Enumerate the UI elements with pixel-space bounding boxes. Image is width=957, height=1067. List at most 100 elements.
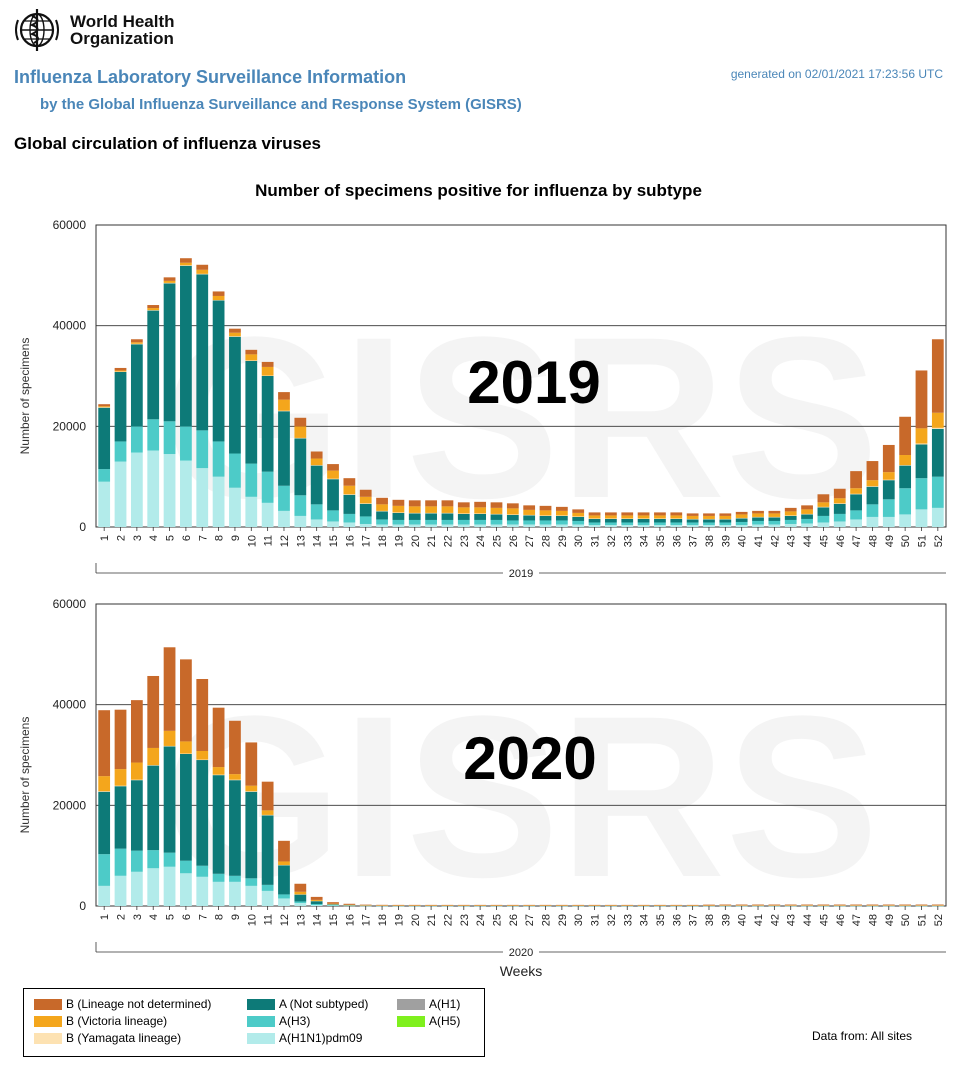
bar-segment-b-victoria	[474, 507, 487, 514]
bar-segment-b-yamagata	[114, 785, 127, 787]
bar-segment-b-not-determined	[392, 904, 405, 906]
bar-segment-a-h3	[180, 860, 192, 874]
bar-segment-b-victoria	[866, 480, 879, 487]
legend-swatch	[34, 1015, 62, 1027]
bar-segment-b-victoria	[261, 366, 274, 376]
bar-segment-a-h1n1pdm09	[555, 524, 568, 527]
bar-segment-a-h3	[654, 522, 666, 525]
bar-segment-b-victoria	[817, 502, 830, 507]
bar-segment-b-not-determined	[882, 904, 895, 906]
year-overlay-label: 2020	[463, 725, 596, 792]
bar-segment-a-not-subtyped	[441, 513, 454, 520]
x-tick-label: 40	[737, 914, 749, 926]
bar-segment-b-not-determined	[882, 444, 895, 473]
bar-segment-b-victoria	[719, 515, 732, 519]
data-source-note: Data from: All sites	[812, 1029, 913, 1043]
bar-segment-b-victoria	[343, 485, 356, 495]
bar-segment-b-victoria	[621, 515, 634, 519]
bar-segment-b-not-determined	[850, 904, 862, 906]
legend-label: B (Victoria lineage)	[66, 1014, 168, 1028]
x-tick-label: 7	[197, 914, 209, 920]
bar-segment-a-not-subtyped	[621, 518, 634, 523]
x-tick-label: 11	[263, 914, 275, 925]
bar-segment-b-victoria	[670, 515, 683, 519]
bar-segment-b-victoria	[555, 510, 568, 516]
bar-segment-a-h1n1pdm09	[114, 875, 127, 906]
bar-segment-b-not-determined	[670, 904, 683, 906]
bar-segment-b-yamagata	[98, 407, 111, 408]
bar-segment-b-not-determined	[654, 904, 666, 906]
bar-segment-b-yamagata	[261, 375, 274, 376]
bar-segment-a-not-subtyped	[784, 515, 797, 520]
bar-segment-a-h3	[278, 485, 290, 511]
bar-segment-a-h1n1pdm09	[686, 524, 699, 527]
bar-segment-a-h1n1pdm09	[654, 524, 666, 527]
bar-segment-a-h1n1pdm09	[229, 881, 241, 906]
x-tick-label: 2	[116, 535, 128, 541]
bar-segment-a-h3	[130, 850, 143, 872]
bar-segment-b-not-determined	[670, 512, 683, 516]
x-tick-label: 16	[344, 535, 356, 547]
bar-segment-a-not-subtyped	[866, 486, 879, 505]
bar-segment-a-h1n1pdm09	[784, 523, 797, 527]
x-tick-label: 36	[671, 914, 683, 926]
bar-segment-a-h3	[588, 522, 601, 525]
bar-segment-b-yamagata	[686, 518, 699, 520]
x-tick-label: 1	[99, 535, 111, 541]
x-tick-label: 28	[541, 914, 553, 926]
bar-segment-a-not-subtyped	[261, 815, 274, 885]
bar-segment-b-not-determined	[588, 904, 601, 906]
bar-segment-a-h3	[359, 516, 372, 524]
x-tick-label: 15	[328, 535, 340, 547]
bar-segment-a-not-subtyped	[278, 865, 290, 895]
y-axis-label: Number of specimens	[18, 338, 32, 455]
bar-segment-a-h1n1pdm09	[588, 524, 601, 527]
bar-segment-b-yamagata	[294, 437, 307, 439]
x-tick-label: 2	[116, 914, 128, 920]
bar-segment-b-not-determined	[539, 505, 552, 511]
bar-segment-b-yamagata	[719, 518, 732, 520]
x-tick-label: 8	[214, 914, 226, 920]
bar-segment-b-not-determined	[899, 416, 912, 456]
x-tick-label: 44	[802, 914, 814, 926]
bar-segment-a-h1n1pdm09	[441, 524, 454, 527]
bar-segment-b-victoria	[147, 308, 160, 311]
bar-segment-a-h1n1pdm09	[866, 516, 879, 527]
year-overlay-label: 2019	[467, 349, 600, 416]
bar-segment-a-not-subtyped	[147, 310, 160, 420]
bar-segment-b-not-determined	[212, 291, 225, 296]
bar-segment-b-yamagata	[130, 343, 143, 345]
bar-segment-a-h1n1pdm09	[392, 524, 405, 527]
bar-segment-a-h3	[866, 504, 879, 517]
y-tick-label: 0	[79, 899, 86, 913]
bar-segment-a-h3	[768, 520, 781, 525]
x-tick-label: 52	[933, 914, 945, 926]
legend-label: A(H3)	[279, 1014, 311, 1028]
bar-segment-b-not-determined	[555, 506, 568, 511]
bar-segment-b-yamagata	[506, 514, 519, 515]
generated-timestamp: generated on 02/01/2021 17:23:56 UTC	[730, 67, 943, 81]
x-tick-label: 1	[99, 914, 111, 920]
x-tick-label: 3	[132, 914, 144, 920]
bar-segment-b-victoria	[408, 506, 421, 513]
bar-segment-b-victoria	[310, 899, 323, 901]
bar-segment-b-yamagata	[327, 478, 339, 480]
bar-segment-a-h1n1pdm09	[163, 454, 176, 527]
bar-segment-b-yamagata	[882, 479, 895, 481]
bar-segment-a-h3	[245, 463, 258, 497]
x-tick-label: 50	[900, 914, 912, 926]
bar-segment-a-h1n1pdm09	[425, 524, 437, 527]
chart-legend: B (Lineage not determined) B (Victoria li…	[23, 988, 485, 1057]
bar-segment-b-not-determined	[572, 904, 585, 906]
plot-frame	[95, 224, 947, 528]
bar-segment-b-yamagata	[833, 503, 846, 504]
bar-segment-b-not-determined	[621, 904, 634, 906]
bar-segment-b-not-determined	[376, 497, 388, 505]
x-tick-label: 21	[426, 535, 438, 547]
bar-segment-b-yamagata	[98, 791, 111, 792]
bar-segment-b-yamagata	[245, 791, 258, 792]
bar-segment-b-not-determined	[343, 478, 356, 486]
bar-segment-b-not-determined	[229, 720, 241, 775]
bar-segment-b-not-determined	[817, 904, 830, 906]
